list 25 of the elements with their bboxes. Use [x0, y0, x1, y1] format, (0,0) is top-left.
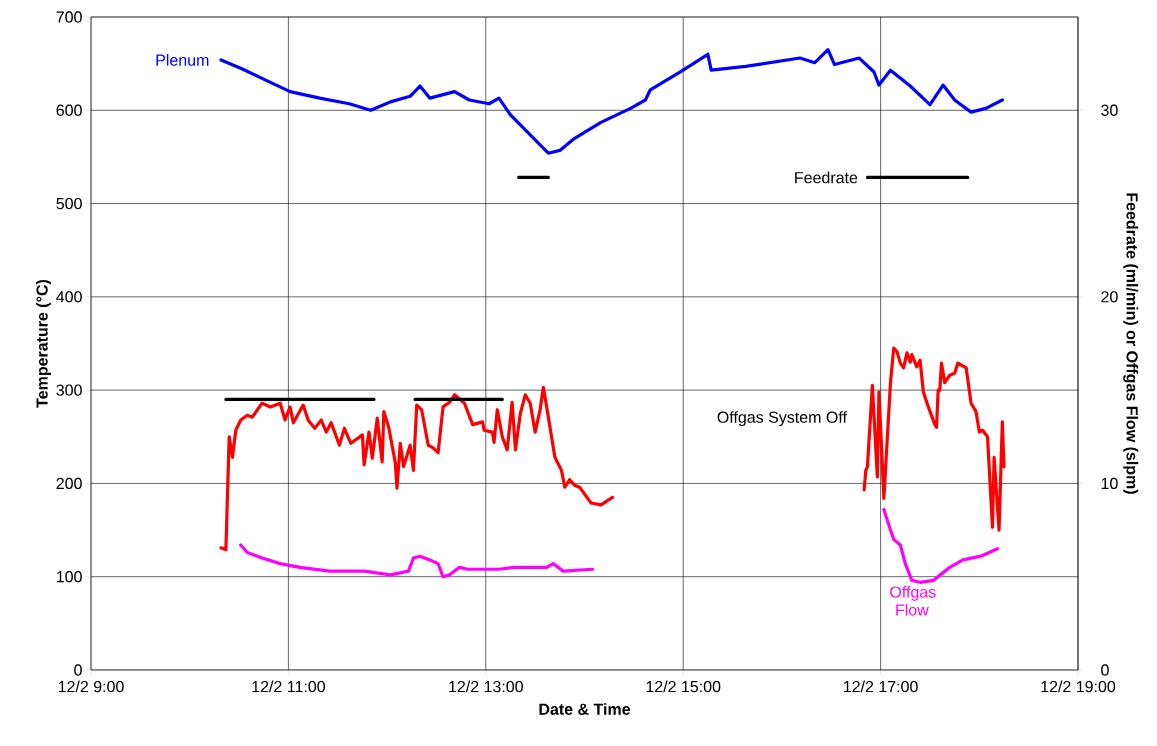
- x-tick-label: 12/2 9:00: [58, 680, 124, 693]
- x-tick-label: 12/2 17:00: [844, 680, 918, 693]
- y-tick-label: 0: [74, 664, 82, 676]
- x-tick-label: 12/2 19:00: [1041, 680, 1116, 693]
- series-label: Offgas Flow: [890, 585, 936, 616]
- y2-tick-label: 30: [1101, 104, 1118, 116]
- y-tick-label: 600: [56, 104, 82, 116]
- y-tick-label: 700: [56, 11, 82, 23]
- y-tick-label: 400: [56, 291, 82, 303]
- y2-axis-title: Feedrate (ml/min) or Offgas Flow (slpm): [1123, 193, 1139, 494]
- x-tick-label: 12/2 13:00: [449, 680, 523, 693]
- y-tick-label: 500: [56, 197, 82, 210]
- y2-tick-label: 0: [1101, 664, 1109, 676]
- x-axis-title: Date & Time: [539, 703, 631, 715]
- series-label: Feedrate: [795, 171, 858, 184]
- series-label: Plenum: [156, 54, 209, 66]
- annotation: Offgas System Off: [717, 411, 847, 427]
- x-tick-label: 12/2 11:00: [252, 680, 325, 693]
- y-tick-label: 300: [56, 384, 82, 396]
- y-axis-title: Temperature (°C): [36, 279, 51, 408]
- y-tick-label: 200: [56, 477, 82, 490]
- y2-tick-label: 10: [1101, 477, 1118, 490]
- y-tick-label: 100: [57, 571, 82, 583]
- x-tick-label: 12/2 15:00: [646, 680, 721, 693]
- y2-tick-label: 20: [1101, 291, 1118, 303]
